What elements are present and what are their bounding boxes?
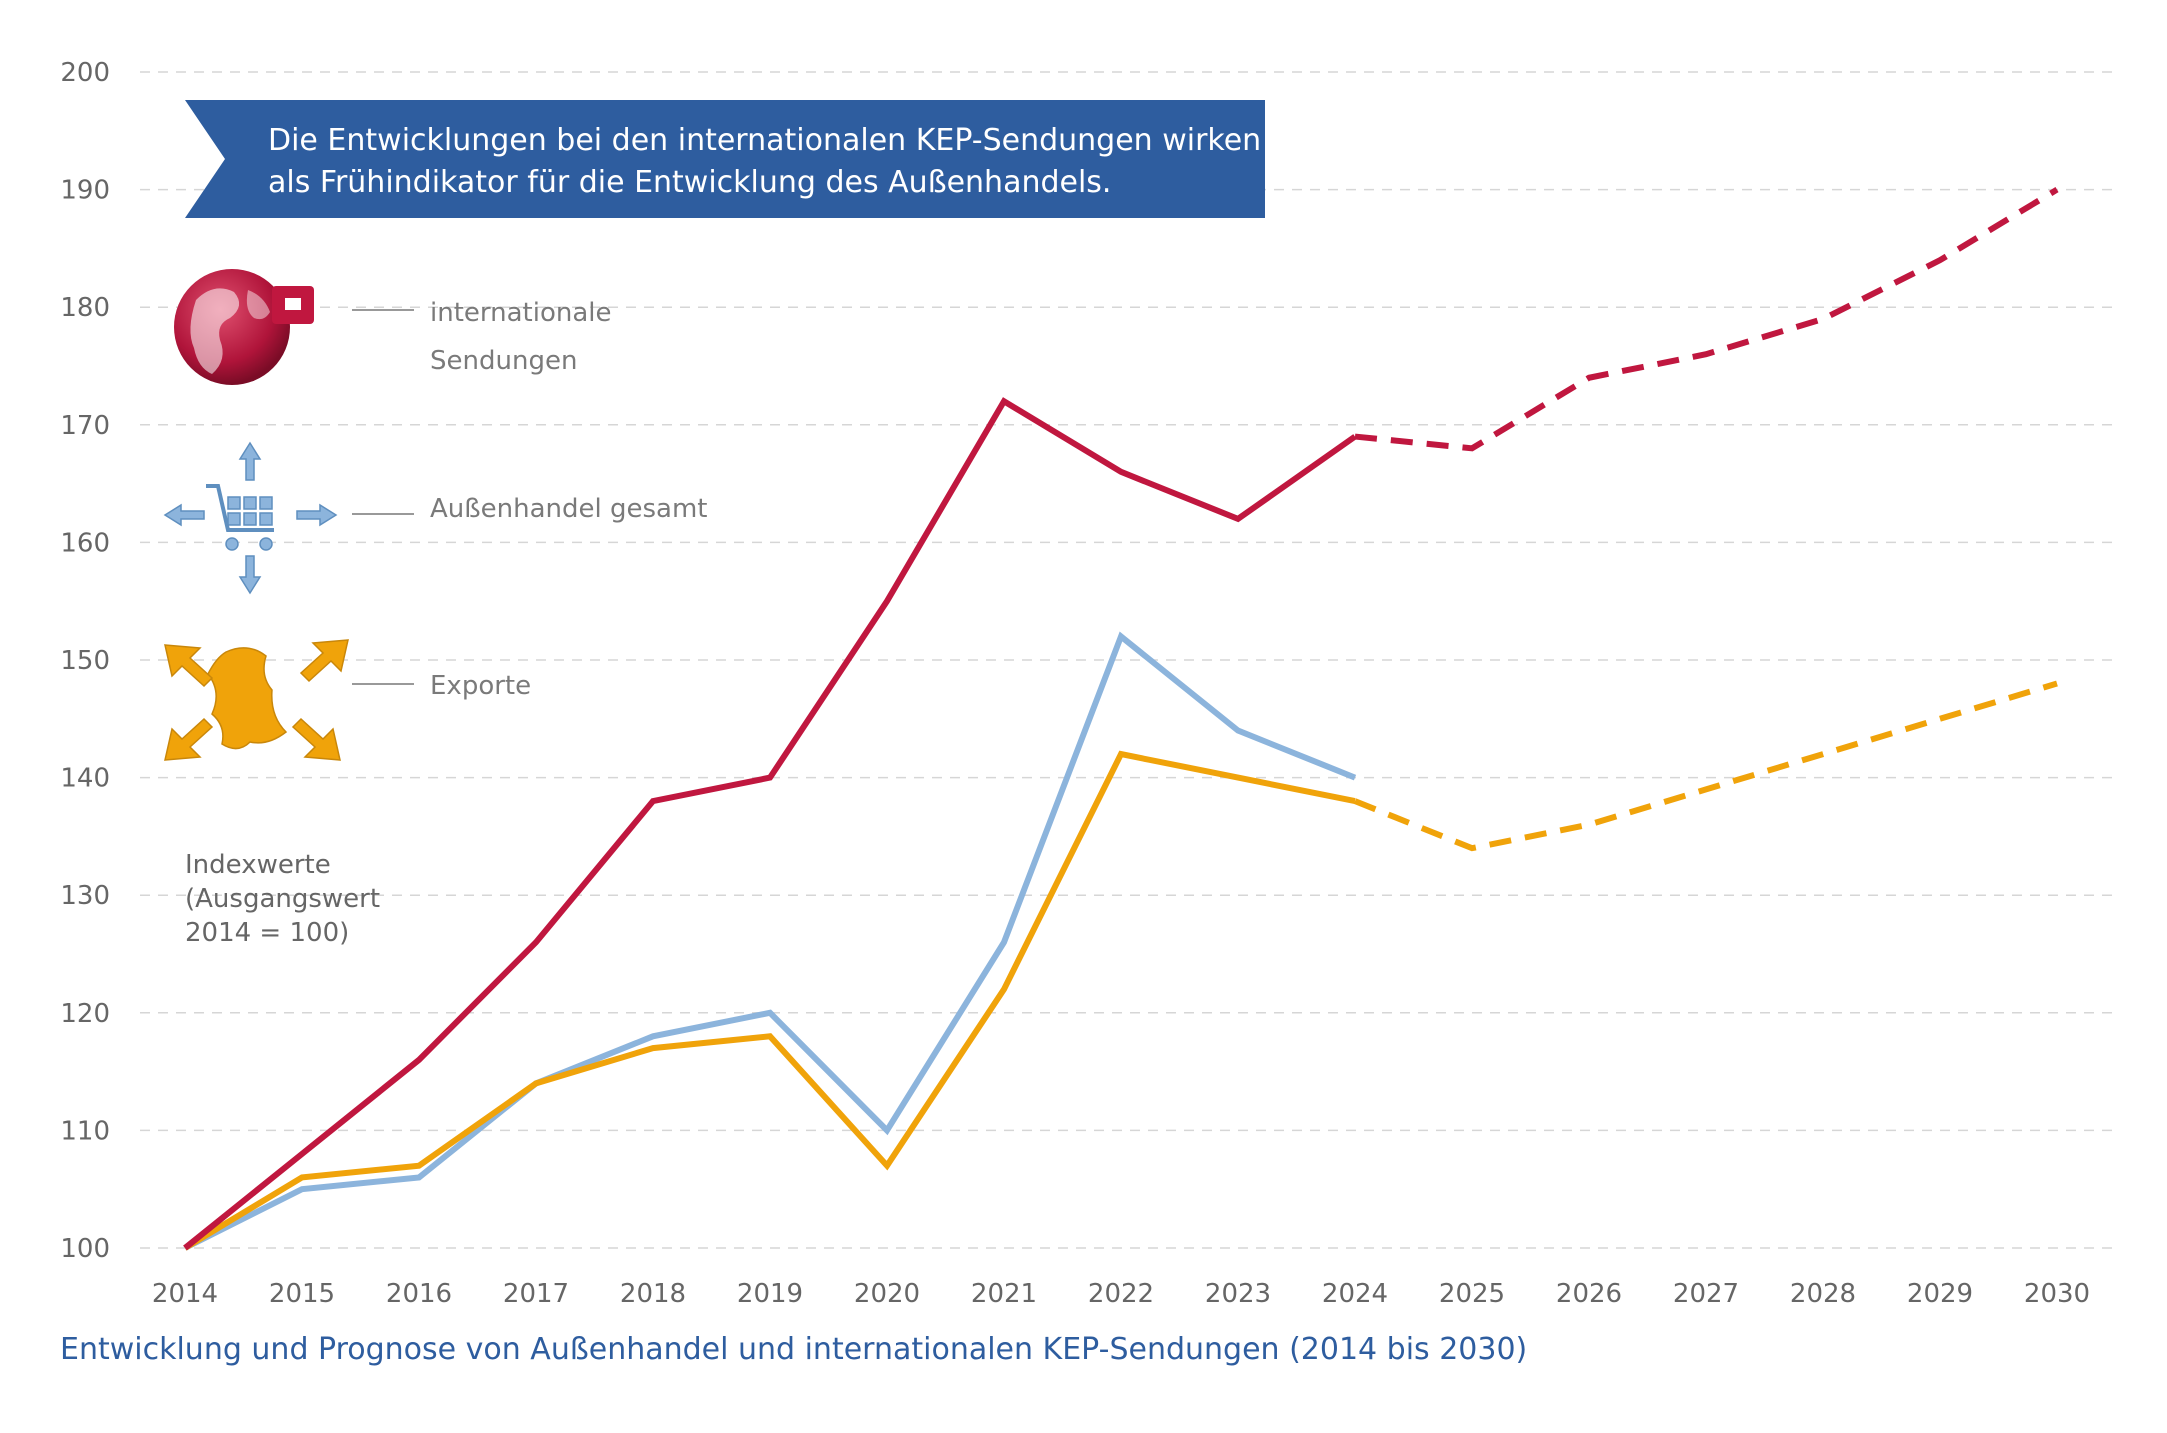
cart-arrows-icon <box>163 441 338 595</box>
y-tick-label: 110 <box>60 1116 110 1146</box>
forecast-line-exporte <box>1353 680 2058 852</box>
x-tick-label: 2014 <box>152 1279 218 1309</box>
y-tick-label: 180 <box>60 293 110 323</box>
forecast-line-internationale-sendungen <box>1354 187 2059 452</box>
x-tick-label: 2023 <box>1205 1279 1271 1309</box>
x-tick-label: 2029 <box>1907 1279 1973 1309</box>
banner-line-1: Die Entwicklungen bei den internationale… <box>268 123 1261 158</box>
legend-label-international-1: internationale <box>430 298 612 328</box>
series-line-internationale-sendungen <box>183 397 1357 1251</box>
y-axis-ticks: 100 110 120 130 140 150 160 170 180 190 200 <box>60 58 110 1264</box>
x-tick-label: 2019 <box>737 1279 803 1309</box>
x-tick-label: 2025 <box>1439 1279 1505 1309</box>
y-tick-label: 160 <box>60 528 110 558</box>
y-tick-label: 200 <box>60 58 110 88</box>
chart-caption: Entwicklung und Prognose von Außenhandel… <box>60 1332 1528 1367</box>
x-tick-label: 2024 <box>1322 1279 1388 1309</box>
y-tick-label: 130 <box>60 881 110 911</box>
x-tick-label: 2016 <box>386 1279 452 1309</box>
banner-line-2: als Frühindikator für die Entwicklung de… <box>268 165 1111 200</box>
y-axis-note: Indexwerte (Ausgangswert 2014 = 100) <box>185 850 380 948</box>
legend-label-aussenhandel: Außenhandel gesamt <box>430 494 708 524</box>
y-axis-note-line-2: (Ausgangswert <box>185 884 380 914</box>
globe-parcel-icon <box>174 269 314 385</box>
x-tick-label: 2026 <box>1556 1279 1622 1309</box>
y-axis-note-line-1: Indexwerte <box>185 850 331 880</box>
grid-lines <box>140 71 2120 1249</box>
x-tick-label: 2022 <box>1088 1279 1154 1309</box>
legend-label-exporte: Exporte <box>430 671 531 701</box>
series-lines <box>183 187 2059 1251</box>
x-axis-ticks: 2014 2015 2016 2017 2018 2019 2020 2021 2022 2023… <box>152 1279 2090 1309</box>
banner-shape <box>185 100 1265 218</box>
x-tick-label: 2030 <box>2024 1279 2090 1309</box>
legend: internationale Sendungen Außenhandel ges… <box>163 269 708 761</box>
y-tick-label: 170 <box>60 411 110 441</box>
y-tick-label: 140 <box>60 764 110 794</box>
x-tick-label: 2028 <box>1790 1279 1856 1309</box>
x-tick-label: 2018 <box>620 1279 686 1309</box>
y-tick-label: 150 <box>60 646 110 676</box>
x-tick-label: 2027 <box>1673 1279 1739 1309</box>
annotation-banner: Die Entwicklungen bei den internationale… <box>185 100 1265 218</box>
y-tick-label: 100 <box>60 1234 110 1264</box>
legend-label-international-2: Sendungen <box>430 346 577 376</box>
x-tick-label: 2020 <box>854 1279 920 1309</box>
germany-export-arrows-icon <box>164 639 349 761</box>
x-tick-label: 2015 <box>269 1279 335 1309</box>
x-tick-label: 2021 <box>971 1279 1037 1309</box>
y-axis-note-line-3: 2014 = 100) <box>185 918 349 948</box>
series-line-exporte <box>183 750 1356 1251</box>
x-tick-label: 2017 <box>503 1279 569 1309</box>
y-tick-label: 190 <box>60 176 110 206</box>
y-tick-label: 120 <box>60 999 110 1029</box>
series-line-au-enhandel-gesamt <box>183 631 1357 1251</box>
